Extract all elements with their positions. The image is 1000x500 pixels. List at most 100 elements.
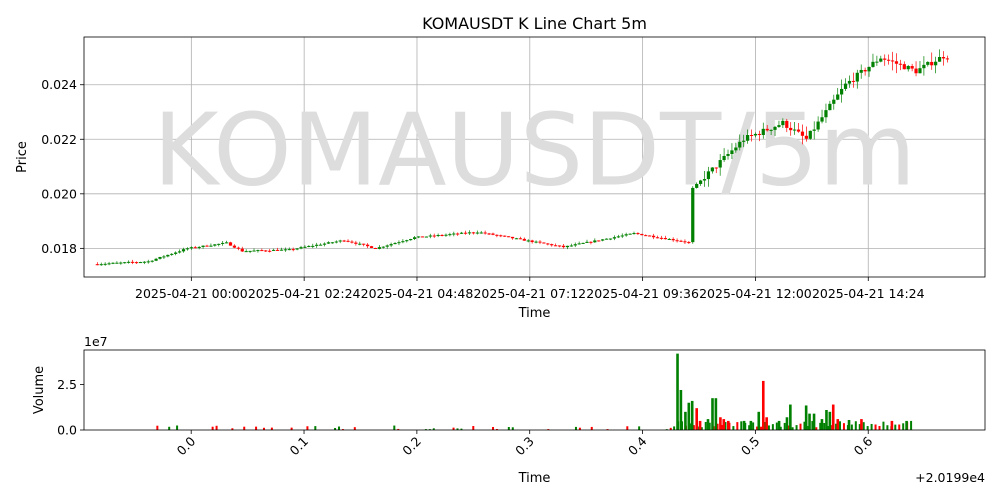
candle-body <box>937 56 942 62</box>
volume-bar <box>243 426 246 430</box>
volume-bar <box>669 427 672 430</box>
candle-body <box>205 245 209 247</box>
candle-body <box>702 179 707 181</box>
volume-bar <box>338 426 341 430</box>
candle-body <box>158 256 162 259</box>
candle-body <box>248 250 252 252</box>
volume-bar <box>795 425 798 430</box>
volume-bar <box>823 423 826 430</box>
candle-body <box>620 235 624 237</box>
candle-body <box>710 167 714 172</box>
candle-body <box>612 237 617 239</box>
volume-bar <box>606 429 609 430</box>
price-x-tick-label: 2025-04-21 00:00 <box>135 286 248 301</box>
volume-bar <box>626 426 629 430</box>
volume-bar <box>836 419 840 430</box>
candle-body <box>793 129 797 131</box>
volume-bar <box>819 422 822 430</box>
volume-bar <box>547 429 550 430</box>
candle-body <box>330 242 334 244</box>
volume-bar <box>704 421 707 430</box>
candle-body <box>389 244 393 246</box>
volume-bar <box>748 425 751 430</box>
volume-bar <box>803 421 806 430</box>
candle-body <box>146 261 150 263</box>
candle-body <box>557 245 562 247</box>
volume-bar <box>492 426 495 430</box>
candle-body <box>299 247 303 249</box>
candle-body <box>651 235 656 238</box>
candle-body <box>836 94 840 100</box>
candle-body <box>268 250 272 252</box>
candle-body <box>745 135 750 141</box>
volume-x-axis-label: Time <box>518 471 551 486</box>
candle-body <box>181 249 186 252</box>
candle-body <box>542 242 546 244</box>
volume-panel: 0.0 2.5 0.0 0.1 0.2 0.3 0.4 0.5 0.6 1e7 +2.0199… <box>32 334 986 486</box>
candle-body <box>99 264 103 266</box>
candle-body <box>448 234 452 236</box>
volume-bar <box>842 423 845 430</box>
volume-bar <box>341 429 344 430</box>
candle-body <box>726 154 730 156</box>
candle-body <box>463 232 468 234</box>
volume-bar <box>749 420 753 430</box>
candle-body <box>444 234 448 236</box>
candle-body <box>479 232 483 234</box>
candle-body <box>922 64 926 69</box>
volume-bar <box>306 426 309 430</box>
candle-body <box>644 235 648 237</box>
candle-body <box>914 68 918 74</box>
volume-bar <box>472 426 475 430</box>
candle-body <box>236 247 240 249</box>
candle-body <box>879 58 883 62</box>
price-y-tick-label: 0.024 <box>41 77 77 92</box>
candle-body <box>209 245 213 247</box>
candle-body <box>585 241 589 243</box>
candle-body <box>252 250 256 252</box>
volume-bar <box>719 417 722 430</box>
candle-bodies <box>95 56 949 266</box>
volume-offset-label: 1e7 <box>84 334 108 349</box>
volume-bar <box>882 421 885 430</box>
volume-bar <box>314 426 317 430</box>
volume-bar <box>767 425 770 430</box>
candle-body <box>777 125 781 127</box>
volume-bar <box>676 353 679 430</box>
candle-body <box>687 242 691 244</box>
candle-body <box>244 251 248 253</box>
candle-body <box>385 245 389 247</box>
price-x-tick-label: 2025-04-21 12:00 <box>699 286 812 301</box>
candle-body <box>695 183 699 188</box>
volume-bar <box>858 424 861 430</box>
price-y-tick-label: 0.018 <box>41 241 77 256</box>
candle-body <box>828 103 832 111</box>
volume-bars <box>156 353 913 430</box>
candle-body <box>824 110 828 118</box>
candle-body <box>800 131 805 136</box>
volume-bar <box>866 426 869 430</box>
candle-body <box>221 242 225 244</box>
candle-body <box>228 242 233 246</box>
volume-bar <box>255 426 258 430</box>
volume-bar <box>722 419 726 430</box>
candle-body <box>561 245 566 248</box>
candle-body <box>902 64 906 70</box>
volume-y-tick-label: 0.0 <box>57 423 77 438</box>
volume-bar <box>393 425 396 430</box>
candle-body <box>260 250 264 252</box>
candle-body <box>189 247 193 249</box>
volume-bar <box>215 425 218 430</box>
candle-body <box>565 245 570 248</box>
candle-body <box>240 248 244 252</box>
candle-body <box>409 238 413 241</box>
volume-bar <box>334 427 337 430</box>
candle-body <box>608 238 613 240</box>
candle-body <box>291 249 295 251</box>
volume-bar <box>211 426 214 430</box>
candle-body <box>757 133 761 136</box>
volume-bar <box>860 419 863 430</box>
candle-body <box>522 238 526 241</box>
candle-body <box>518 238 523 240</box>
candle-body <box>401 241 405 243</box>
